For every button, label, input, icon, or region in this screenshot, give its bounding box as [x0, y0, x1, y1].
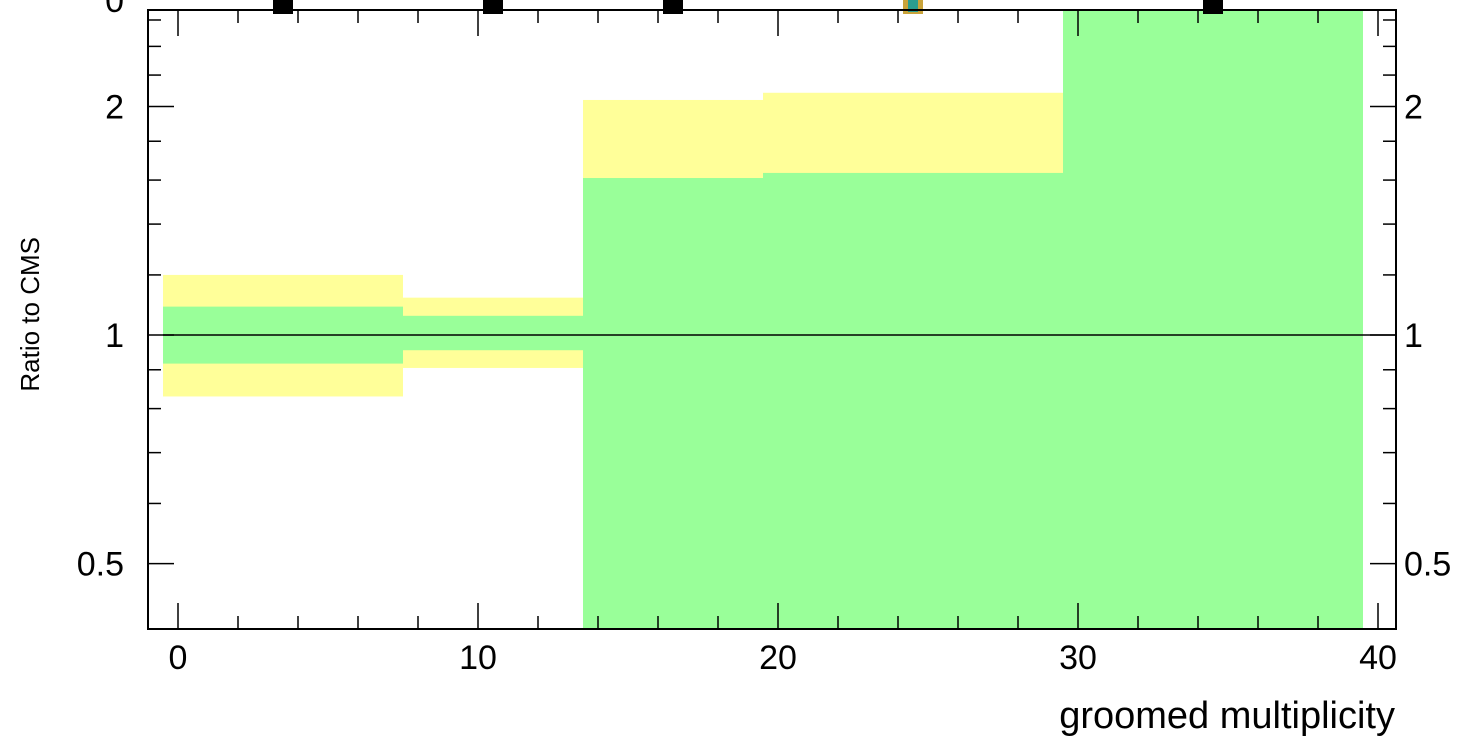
y-tick-label-left-1: 1	[105, 317, 124, 355]
y-tick-label-right-2: 2	[1404, 88, 1423, 126]
y-tick-label-left-2: 2	[105, 88, 124, 126]
top-marker-2	[663, 0, 683, 14]
tick-marks	[148, 10, 1396, 629]
x-axis-label: groomed multiplicity	[1059, 695, 1395, 737]
top-marker-inner-3	[908, 0, 918, 12]
x-tick-label-10: 10	[459, 639, 497, 677]
top-marker-0	[273, 0, 293, 14]
band-layer	[163, 10, 1363, 630]
top-panel-tick-label: 0	[105, 0, 124, 20]
x-tick-label-20: 20	[759, 639, 797, 677]
x-tick-label-40: 40	[1359, 639, 1397, 677]
y-tick-label-right-1: 1	[1404, 317, 1423, 355]
top-marker-4	[1203, 0, 1223, 14]
y-axis-label: Ratio to CMS	[15, 237, 45, 392]
y-tick-label-right-0.5: 0.5	[1404, 546, 1451, 584]
inner-band-bin-2	[583, 178, 763, 630]
tick-labels: 0 10 20 30 40 0.5 0.5 1 1 2 2	[77, 88, 1452, 677]
plot-frame	[147, 9, 1397, 630]
y-tick-label-left-0.5: 0.5	[77, 546, 124, 584]
top-marker-1	[483, 0, 503, 14]
x-tick-label-30: 30	[1059, 639, 1097, 677]
x-tick-label-0: 0	[169, 639, 188, 677]
inner-band-bin-1	[403, 315, 583, 351]
inner-band-bin-4	[1063, 10, 1363, 629]
inner-band-bin-3	[763, 172, 1063, 629]
